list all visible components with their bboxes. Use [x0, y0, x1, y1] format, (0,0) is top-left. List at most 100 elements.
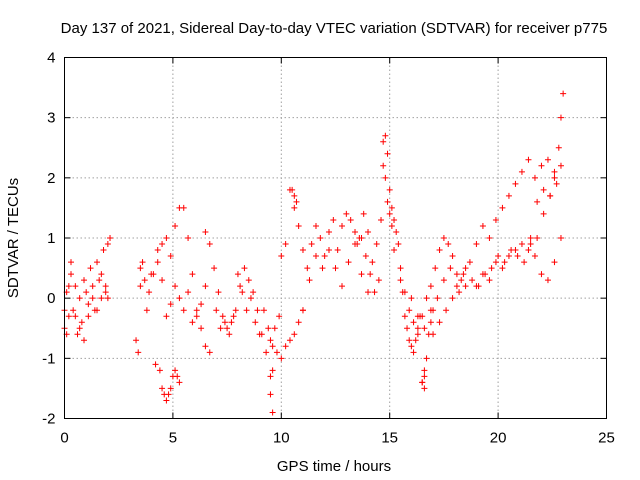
data-point: [391, 216, 398, 223]
data-point: [308, 241, 315, 248]
data-point: [360, 210, 367, 217]
data-point: [382, 174, 389, 181]
data-point: [414, 313, 421, 320]
data-point: [469, 277, 476, 284]
data-point: [85, 313, 92, 320]
data-point: [518, 168, 525, 175]
data-point: [527, 235, 534, 241]
data-point: [449, 295, 456, 302]
data-point: [460, 271, 467, 278]
data-point: [414, 325, 421, 332]
data-point: [213, 307, 220, 314]
data-point: [143, 307, 150, 314]
y-tick-label: 1: [47, 230, 55, 247]
data-point: [473, 241, 480, 248]
data-point: [358, 235, 365, 241]
data-point: [384, 198, 391, 205]
y-tick-label: -2: [42, 411, 55, 428]
data-point: [221, 319, 228, 326]
data-point: [551, 168, 558, 175]
data-point: [410, 349, 417, 356]
data-point: [358, 271, 365, 278]
data-point: [167, 301, 174, 308]
data-point: [180, 204, 187, 211]
data-point: [479, 271, 486, 278]
data-point: [154, 259, 161, 266]
data-point: [499, 204, 506, 211]
data-point: [397, 265, 404, 272]
data-point: [141, 277, 148, 284]
data-point: [401, 313, 408, 320]
data-point: [291, 192, 298, 199]
chart-title: Day 137 of 2021, Sidereal Day-to-day VTE…: [61, 20, 608, 37]
data-point: [269, 343, 276, 350]
data-point: [278, 355, 285, 362]
data-point: [230, 313, 237, 320]
y-tick-label: 2: [47, 170, 55, 187]
data-point: [557, 235, 564, 241]
data-point: [206, 349, 213, 356]
data-point: [217, 325, 224, 332]
data-point: [486, 277, 493, 284]
data-point: [211, 265, 218, 272]
data-point: [540, 210, 547, 217]
data-point: [70, 307, 77, 314]
data-point: [534, 235, 541, 241]
data-point: [339, 222, 346, 229]
data-point: [133, 337, 140, 344]
data-point: [505, 253, 512, 260]
data-point: [295, 222, 302, 229]
data-point: [551, 174, 558, 181]
data-point: [538, 162, 545, 169]
data-point: [273, 349, 280, 356]
data-point: [189, 271, 196, 278]
data-point: [458, 277, 465, 284]
data-point: [404, 325, 411, 332]
data-point: [215, 289, 222, 296]
data-point: [380, 162, 387, 169]
data-point: [269, 409, 276, 416]
data-point: [544, 156, 551, 163]
data-point: [557, 162, 564, 169]
x-tick-label: 5: [169, 430, 177, 447]
data-point: [505, 192, 512, 199]
y-tick-label: 0: [47, 290, 55, 307]
data-point: [382, 132, 389, 139]
data-point: [388, 204, 395, 211]
data-point: [167, 385, 174, 392]
data-point: [440, 277, 447, 284]
data-point: [365, 289, 372, 296]
data-point: [547, 192, 554, 199]
data-point: [352, 228, 359, 235]
x-tick-label: 25: [598, 430, 615, 447]
plot-frame: [64, 57, 607, 419]
data-point: [540, 186, 547, 193]
data-point: [521, 259, 528, 266]
data-point: [332, 265, 339, 272]
data-point: [83, 289, 90, 296]
data-point: [167, 253, 174, 260]
data-point: [380, 138, 387, 145]
data-point: [384, 150, 391, 157]
data-point: [293, 198, 300, 205]
data-point: [410, 319, 417, 326]
data-point: [267, 373, 274, 380]
data-point: [397, 277, 404, 284]
data-point: [154, 247, 161, 254]
data-point: [421, 373, 428, 380]
data-point: [243, 307, 250, 314]
data-point: [250, 289, 257, 296]
y-tick-label: 3: [47, 110, 55, 127]
data-point: [76, 325, 83, 332]
data-point: [96, 277, 103, 284]
data-point: [89, 283, 96, 290]
data-point: [551, 259, 558, 266]
data-point: [180, 307, 187, 314]
data-point: [531, 253, 538, 260]
data-point: [239, 289, 246, 296]
data-point: [525, 156, 532, 163]
data-point: [492, 216, 499, 223]
data-point: [156, 367, 163, 374]
data-point: [453, 271, 460, 278]
data-point: [72, 313, 79, 320]
